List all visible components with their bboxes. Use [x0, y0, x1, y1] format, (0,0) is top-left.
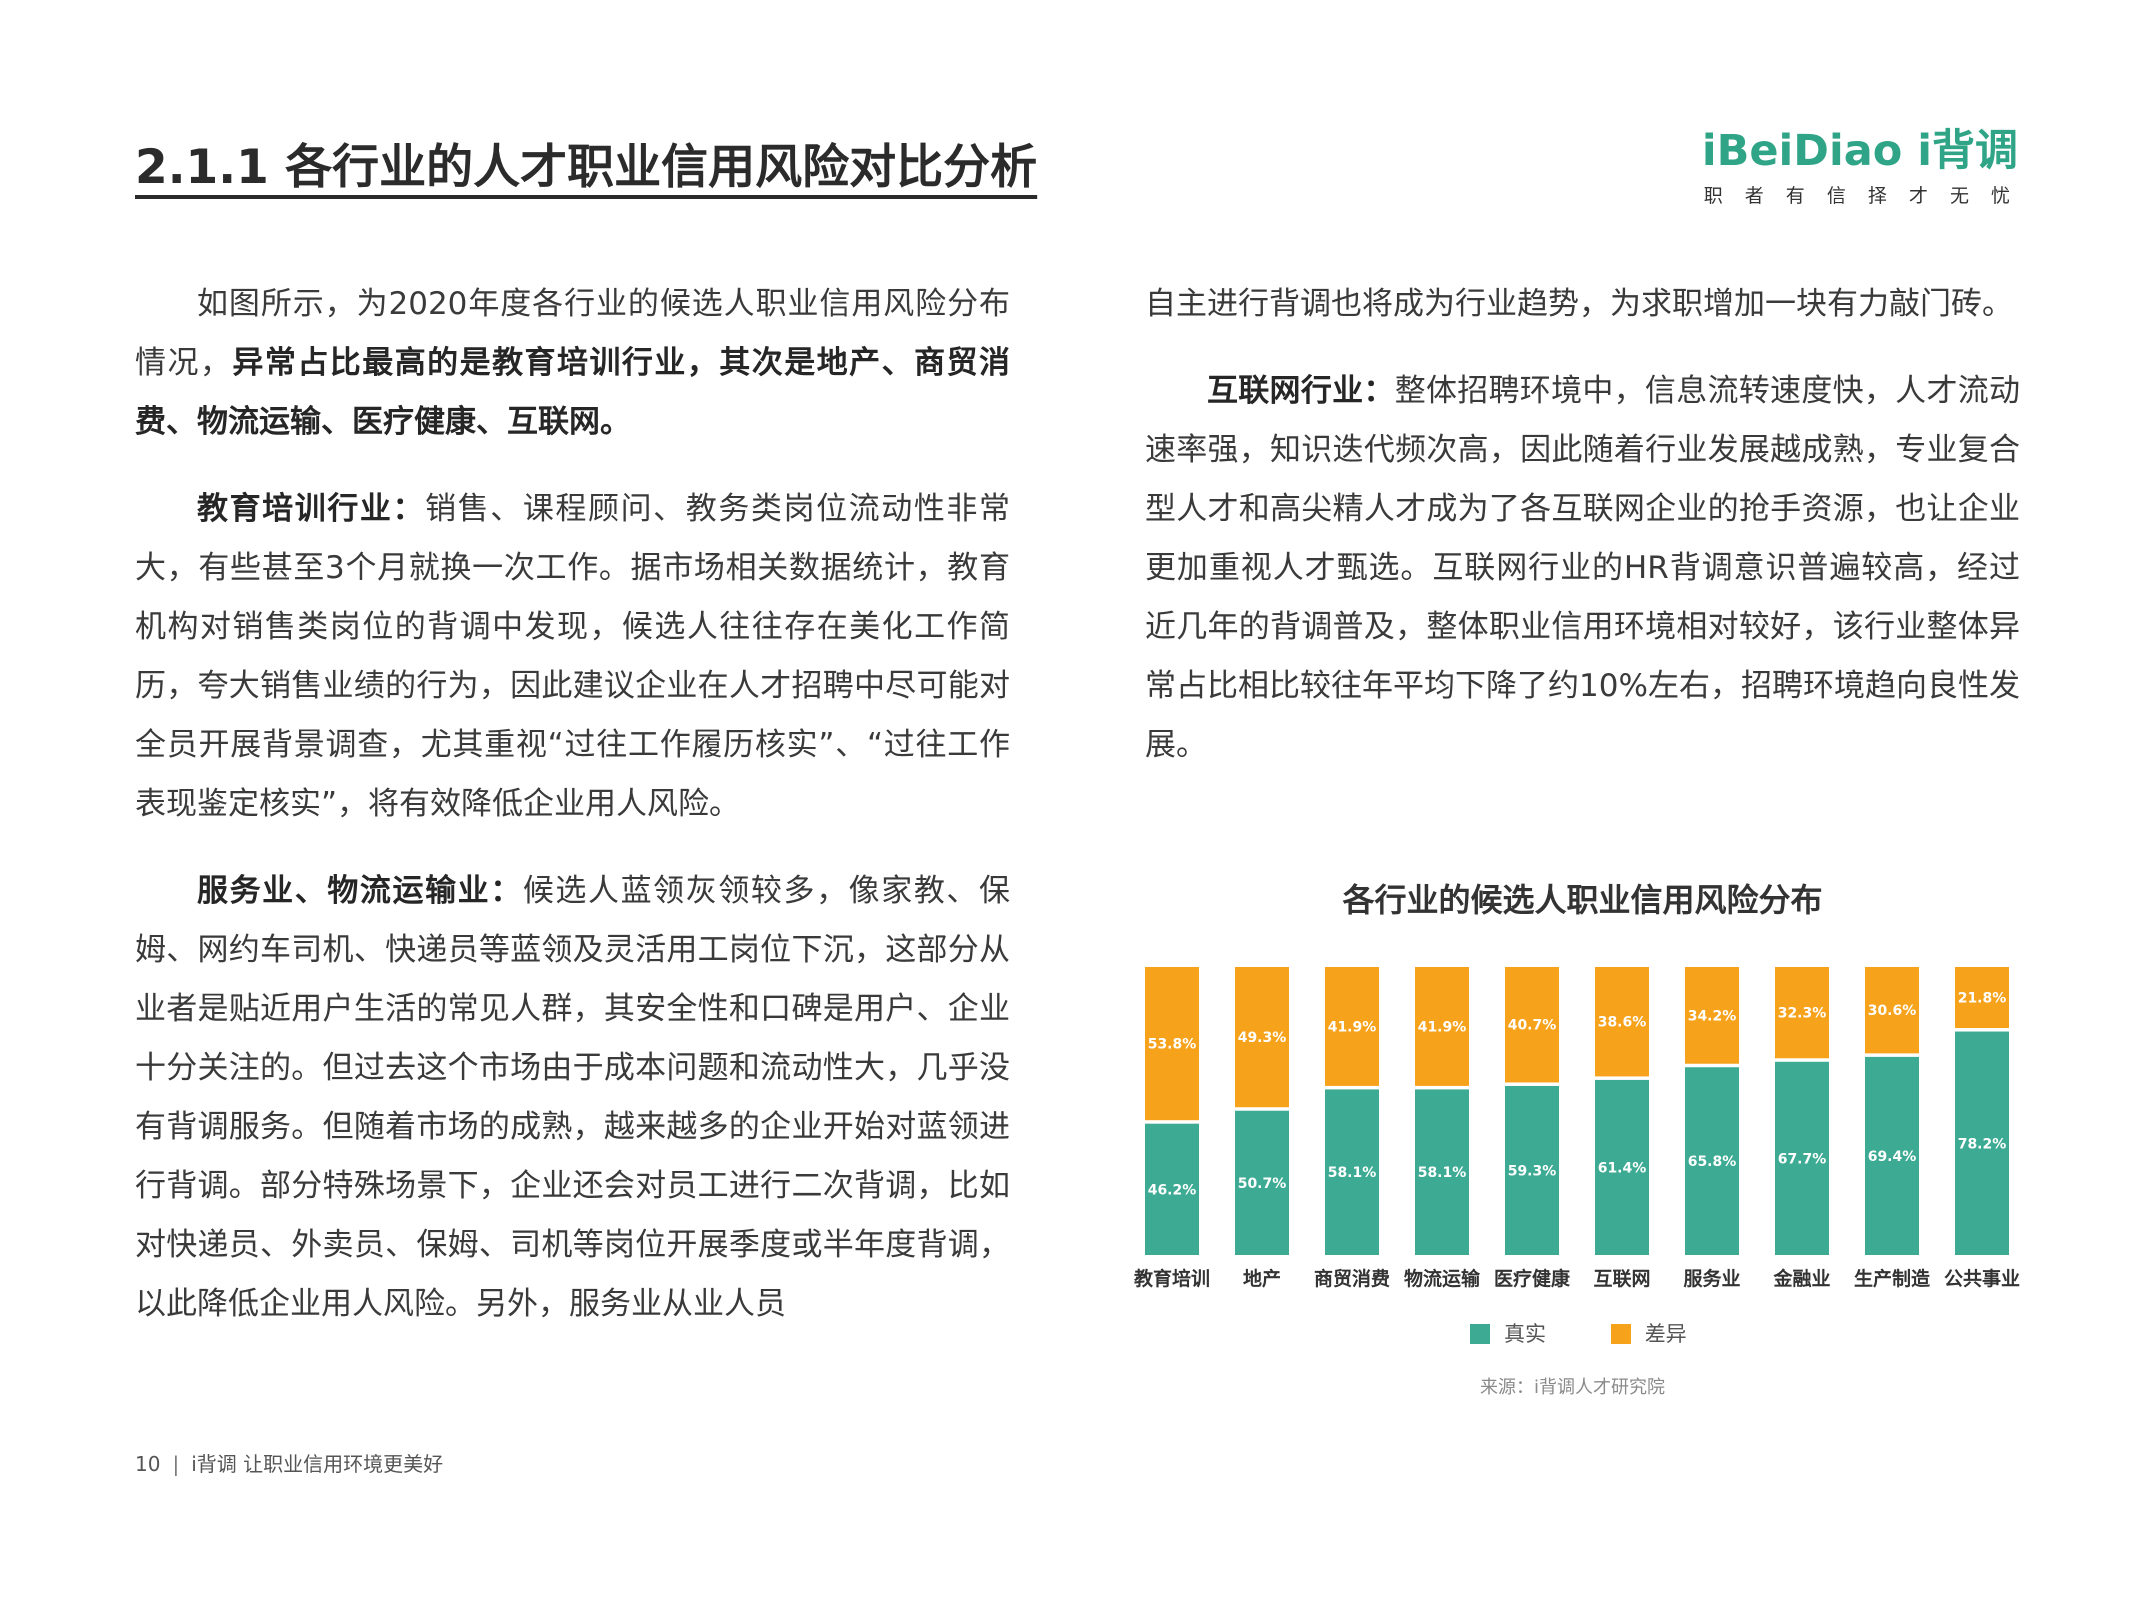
bar-diff-8	[1865, 967, 1919, 1054]
bar-real-5	[1595, 1079, 1649, 1255]
bar-diff-7	[1775, 967, 1829, 1059]
data-label-diff-6: 34.2%	[1688, 1008, 1737, 1024]
x-tick-label-7: 金融业	[1772, 1267, 1830, 1290]
data-label-real-1: 50.7%	[1238, 1176, 1287, 1192]
legend-label-diff: 差异	[1644, 1322, 1687, 1346]
bar-real-6	[1685, 1067, 1739, 1255]
bar-real-8	[1865, 1056, 1919, 1255]
intro-bold: 异常占比最高的是教育培训行业，其次是地产、商贸消费、物流运输、医疗健康、互联网。	[135, 345, 1011, 440]
service-paragraph: 服务业、物流运输业：候选人蓝领灰领较多，像家教、保姆、网约车司机、快递员等蓝领及…	[135, 862, 1010, 1334]
logo-tagline: 职 者 有 信 择 才 无 忧	[1703, 185, 2018, 208]
data-label-diff-9: 21.8%	[1958, 991, 2007, 1007]
data-label-real-8: 69.4%	[1868, 1149, 1917, 1165]
data-label-real-6: 65.8%	[1688, 1154, 1737, 1170]
stacked-bar-chart: 53.8% 46.2% 教育培训 49.3% 50.7% 地产 41.9% 58.1% 商贸消费…	[1134, 967, 2020, 1290]
bar-real-9	[1955, 1031, 2009, 1255]
data-label-diff-3: 41.9%	[1418, 1019, 1467, 1035]
data-label-real-2: 58.1%	[1328, 1165, 1377, 1181]
data-label-diff-4: 40.7%	[1508, 1018, 1557, 1034]
x-tick-label-9: 公共事业	[1944, 1267, 2020, 1290]
x-tick-label-8: 生产制造	[1854, 1267, 1931, 1290]
x-tick-label-2: 商贸消费	[1314, 1267, 1390, 1290]
x-tick-label-6: 服务业	[1683, 1267, 1740, 1290]
x-tick-label-5: 互联网	[1593, 1268, 1650, 1290]
data-label-real-4: 59.3%	[1508, 1163, 1557, 1179]
bar-diff-9	[1955, 967, 2009, 1029]
x-tick-label-3: 物流运输	[1404, 1267, 1481, 1290]
chart-title: 各行业的候选人职业信用风险分布	[1342, 881, 1823, 919]
bar-diff-4	[1505, 967, 1559, 1083]
data-label-diff-1: 49.3%	[1238, 1030, 1287, 1046]
bar-diff-2	[1325, 967, 1379, 1086]
data-label-diff-2: 41.9%	[1328, 1019, 1377, 1035]
legend-label-real: 真实	[1504, 1322, 1546, 1346]
internet-heading: 互联网行业：	[1207, 373, 1395, 409]
bar-diff-5	[1595, 967, 1649, 1077]
chart-source: 来源：i背调人才研究院	[1480, 1377, 1665, 1398]
brand-logo: iBeiDiao i背调 职 者 有 信 择 才 无 忧	[1701, 126, 2018, 208]
data-label-diff-8: 30.6%	[1868, 1003, 1917, 1019]
x-tick-label-1: 地产	[1243, 1267, 1281, 1290]
data-label-real-3: 58.1%	[1418, 1165, 1467, 1181]
footer-separator: |	[172, 1452, 180, 1476]
data-label-real-0: 46.2%	[1148, 1182, 1197, 1198]
legend-swatch-real	[1470, 1324, 1490, 1344]
legend-item-diff: 差异	[1610, 1318, 1687, 1348]
data-label-diff-5: 38.6%	[1598, 1015, 1647, 1031]
data-label-real-7: 67.7%	[1778, 1151, 1827, 1167]
bar-diff-0	[1145, 967, 1199, 1121]
bar-diff-6	[1685, 967, 1739, 1064]
internet-paragraph: 互联网行业：整体招聘环境中，信息流转速度快，人才流动速率强，知识迭代频次高，因此…	[1145, 362, 2020, 775]
logo-wordmark: iBeiDiao i背调	[1701, 126, 2018, 176]
right-column: 自主进行背调也将成为行业趋势，为求职增加一块有力敲门砖。 互联网行业：整体招聘环…	[1145, 275, 2020, 803]
page-title: 2.1.1 各行业的人才职业信用风险对比分析	[135, 140, 1038, 195]
left-column: 如图所示，为2020年度各行业的候选人职业信用风险分布情况，异常占比最高的是教育…	[135, 275, 1010, 1362]
data-label-diff-0: 53.8%	[1148, 1037, 1197, 1053]
bar-real-3	[1415, 1089, 1469, 1255]
intro-text: 如图所示，为2020年度各行业的候选人职业信用风险分布情况，	[135, 286, 1010, 381]
legend-swatch-diff	[1610, 1324, 1631, 1344]
x-tick-label-4: 医疗健康	[1494, 1267, 1571, 1290]
bar-diff-3	[1415, 967, 1469, 1086]
chart-legend: 真实 差异	[1470, 1318, 1745, 1348]
data-label-real-9: 78.2%	[1958, 1136, 2007, 1152]
bar-real-4	[1505, 1085, 1559, 1255]
education-text: 销售、课程顾问、教务类岗位流动性非常大，有些甚至3个月就换一次工作。据市场相关数…	[135, 491, 1011, 822]
bar-real-1	[1235, 1110, 1289, 1255]
service-heading: 服务业、物流运输业：	[197, 873, 523, 909]
page-number: 10	[135, 1452, 161, 1476]
continuation-paragraph: 自主进行背调也将成为行业趋势，为求职增加一块有力敲门砖。	[1145, 286, 2013, 322]
service-text: 候选人蓝领灰领较多，像家教、保姆、网约车司机、快递员等蓝领及灵活用工岗位下沉，这…	[135, 873, 1011, 1322]
intro-paragraph: 如图所示，为2020年度各行业的候选人职业信用风险分布情况，异常占比最高的是教育…	[135, 275, 1010, 452]
bar-real-2	[1325, 1089, 1379, 1255]
education-paragraph: 教育培训行业：销售、课程顾问、教务类岗位流动性非常大，有些甚至3个月就换一次工作…	[135, 480, 1010, 834]
footer-slogan: i背调 让职业信用环境更美好	[191, 1452, 444, 1476]
internet-text: 整体招聘环境中，信息流转速度快，人才流动速率强，知识迭代频次高，因此随着行业发展…	[1145, 373, 2021, 763]
education-heading: 教育培训行业：	[197, 491, 426, 527]
page-footer: 10 | i背调 让职业信用环境更美好	[135, 1448, 443, 1477]
data-label-diff-7: 32.3%	[1778, 1006, 1827, 1022]
bar-real-7	[1775, 1061, 1829, 1255]
x-tick-label-0: 教育培训	[1134, 1267, 1210, 1290]
bar-real-0	[1145, 1123, 1199, 1255]
bar-diff-1	[1235, 967, 1289, 1108]
legend-item-real: 真实	[1470, 1318, 1546, 1348]
data-label-real-5: 61.4%	[1598, 1160, 1647, 1176]
